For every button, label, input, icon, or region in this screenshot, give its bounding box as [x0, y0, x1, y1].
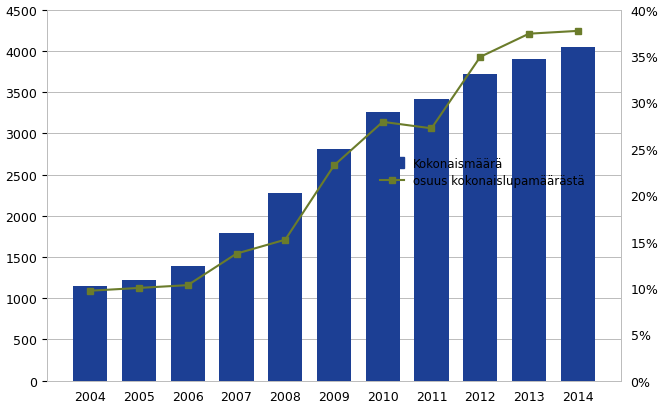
Bar: [220, 234, 254, 381]
Legend: Kokonaismäärä, osuus kokonaislupamäärästä: Kokonaismäärä, osuus kokonaislupamääräst…: [380, 157, 585, 188]
osuus kokonaislupamäärästä: [86, 288, 94, 293]
Bar: [560, 48, 595, 381]
osuus kokonaislupamäärästä: [378, 120, 386, 125]
osuus kokonaislupamäärästä: [135, 286, 143, 291]
Bar: [317, 150, 351, 381]
osuus kokonaislupamäärästä: [232, 252, 240, 256]
osuus kokonaislupamäärästä: [574, 29, 582, 34]
Bar: [122, 281, 156, 381]
Bar: [268, 194, 302, 381]
Bar: [73, 286, 108, 381]
osuus kokonaislupamäärästä: [428, 126, 436, 131]
Bar: [366, 112, 400, 381]
osuus kokonaislupamäärästä: [525, 32, 533, 37]
osuus kokonaislupamäärästä: [184, 283, 192, 288]
osuus kokonaislupamäärästä: [476, 55, 484, 60]
Bar: [171, 266, 205, 381]
osuus kokonaislupamäärästä: [330, 164, 338, 169]
Line: osuus kokonaislupamäärästä: osuus kokonaislupamäärästä: [87, 28, 581, 294]
Bar: [414, 99, 449, 381]
osuus kokonaislupamäärästä: [282, 238, 290, 243]
Bar: [463, 75, 497, 381]
Bar: [512, 60, 546, 381]
